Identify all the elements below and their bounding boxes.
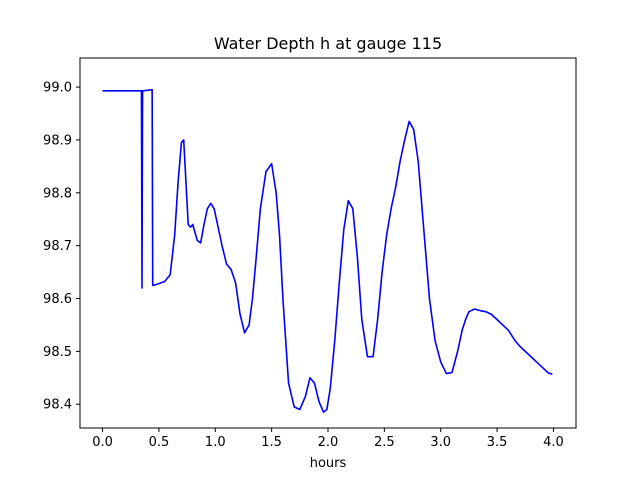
y-tick-label: 98.4 bbox=[43, 398, 72, 413]
axes-frame bbox=[79, 57, 577, 429]
x-tick-label: 2.0 bbox=[318, 435, 339, 450]
y-tick-label: 98.7 bbox=[43, 239, 72, 254]
x-tick-label: 1.0 bbox=[205, 435, 226, 450]
y-axis-ticks: 98.4 98.5 98.6 98.7 98.8 98.9 99.0 bbox=[43, 81, 80, 413]
x-axis-label: hours bbox=[310, 456, 347, 471]
chart-title: Water Depth h at gauge 115 bbox=[214, 34, 442, 53]
x-axis-ticks: 0.0 0.5 1.0 1.5 2.0 2.5 3.0 3.5 4.0 bbox=[92, 428, 564, 450]
y-tick-label: 98.6 bbox=[43, 292, 72, 307]
y-tick-label: 98.8 bbox=[43, 186, 72, 201]
y-tick-label: 99.0 bbox=[43, 81, 72, 96]
plot-area: 0.0 0.5 1.0 1.5 2.0 2.5 3.0 3.5 4.0 98.4 98.5 98.6… bbox=[43, 57, 577, 450]
x-tick-label: 1.5 bbox=[261, 435, 282, 450]
x-tick-label: 4.0 bbox=[543, 435, 564, 450]
x-tick-label: 2.5 bbox=[374, 435, 395, 450]
x-tick-label: 0.0 bbox=[92, 435, 113, 450]
y-tick-label: 98.5 bbox=[43, 345, 72, 360]
y-tick-label: 98.9 bbox=[43, 133, 72, 148]
axes-background bbox=[80, 58, 576, 428]
x-tick-label: 3.0 bbox=[430, 435, 451, 450]
series-line-0 bbox=[102, 88, 553, 413]
series-layer bbox=[102, 88, 553, 413]
x-tick-label: 0.5 bbox=[149, 435, 170, 450]
x-tick-label: 3.5 bbox=[487, 435, 508, 450]
